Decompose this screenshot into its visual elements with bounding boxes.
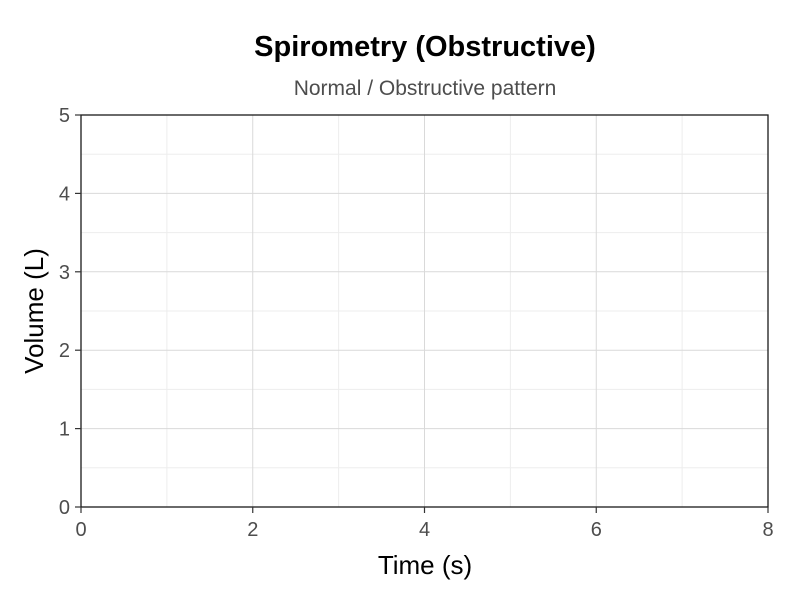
x-axis: 0 2 4 6 8 <box>75 507 774 541</box>
y-axis: 0 1 2 3 4 5 <box>59 105 81 519</box>
x-tick-label: 2 <box>247 519 258 541</box>
x-tick-label: 8 <box>762 519 773 541</box>
y-axis-title: Volume (L) <box>19 248 49 374</box>
y-tick-label: 0 <box>59 497 70 519</box>
chart-subtitle: Normal / Obstructive pattern <box>294 77 557 100</box>
y-tick-label: 3 <box>59 262 70 284</box>
y-tick-label: 4 <box>59 183 70 205</box>
x-tick-label: 0 <box>75 519 86 541</box>
x-axis-title: Time (s) <box>378 550 472 580</box>
chart-title: Spirometry (Obstructive) <box>254 31 596 63</box>
x-tick-label: 4 <box>419 519 430 541</box>
y-tick-label: 2 <box>59 340 70 362</box>
x-tick-label: 6 <box>591 519 602 541</box>
y-tick-label: 1 <box>59 419 70 441</box>
y-tick-label: 5 <box>59 105 70 127</box>
plot-area <box>80 114 769 508</box>
